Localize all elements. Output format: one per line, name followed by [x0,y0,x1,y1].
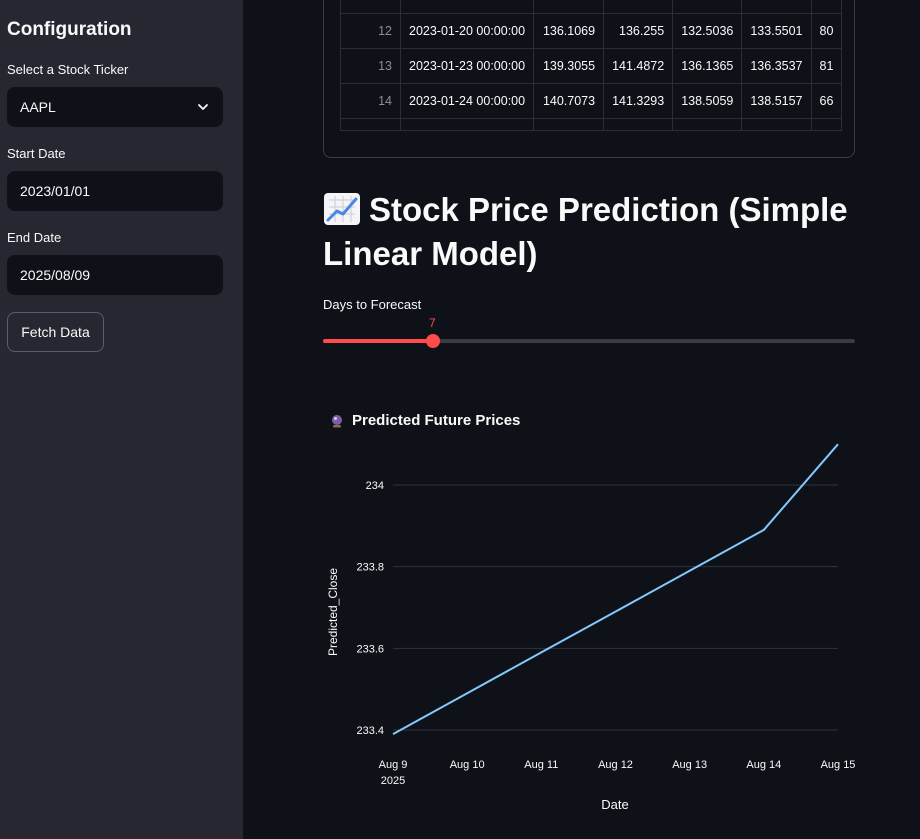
data-table: 12 2023-01-20 00:00:00 136.1069 136.255 … [340,0,843,131]
cell-date: 2023-01-20 00:00:00 [399,13,535,49]
sidebar-title: Configuration [7,19,132,40]
end-date-value: 2025/08/09 [20,267,91,283]
cell: 66 [810,83,843,119]
forecast-days-label: Days to Forecast [323,297,422,312]
cell: 136.1365 [672,48,743,84]
cell: 132.5036 [672,13,743,49]
main-content: 12 2023-01-20 00:00:00 136.1069 136.255 … [243,0,920,839]
section-subtitle: Predicted Future Prices [330,412,520,429]
end-date-label: End Date [7,230,62,245]
x-ticks: Aug 9 Aug 10 Aug 11 Aug 12 Aug 13 Aug 14 Aug 1… [379,759,856,771]
cell-date: 2023-01-23 00:00:00 [399,48,535,84]
forecast-days-slider[interactable] [323,334,855,348]
start-date-value: 2023/01/01 [20,183,91,199]
slider-value: 7 [429,316,436,330]
x-tick-label: Aug 13 [672,759,707,771]
cell: 136.3537 [741,48,812,84]
x-tick-label: Aug 11 [524,759,558,771]
slider-thumb[interactable] [426,334,441,348]
chart-grid [393,484,838,731]
cell: 138.5059 [672,83,743,119]
fetch-data-button[interactable]: Fetch Data [7,312,104,352]
y-tick-label: 234 [366,480,384,492]
series-line [392,443,839,735]
ticker-label: Select a Stock Ticker [7,62,129,77]
cell-date: 2023-01-24 00:00:00 [399,83,535,119]
y-tick-label: 233.6 [356,643,384,655]
y-tick-label: 233.8 [356,562,384,574]
slider-fill [323,339,434,343]
cell: 81 [810,48,843,84]
x-axis-label: Date [601,797,628,812]
table-row [340,0,843,14]
chevron-down-icon [198,104,208,110]
sidebar: Configuration Select a Stock Ticker AAPL… [0,0,243,839]
row-index: 12 [340,13,401,49]
x-tick-label: Aug 10 [450,759,485,771]
cell: 138.5157 [741,83,812,119]
cell: 139.3055 [533,48,605,84]
page-title-text: Stock Price Prediction (Simple Linear Mo… [323,191,848,272]
ticker-value: AAPL [20,99,56,115]
cell: 136.255 [603,13,674,49]
page-title: Stock Price Prediction (Simple Linear Mo… [323,188,863,276]
chart-increasing-icon [324,193,360,225]
table-row [340,118,843,131]
crystal-ball-icon [332,414,342,427]
y-tick-label: 233.4 [356,725,384,737]
y-axis-label: Predicted_Close [326,568,340,656]
start-date-input[interactable]: 2023/01/01 [7,171,223,211]
x-tick-label: Aug 12 [598,759,633,771]
start-date-label: Start Date [7,146,66,161]
cell: 80 [810,13,843,49]
table-row: 12 2023-01-20 00:00:00 136.1069 136.255 … [340,13,843,49]
x-tick-label: Aug 15 [821,759,856,771]
end-date-input[interactable]: 2025/08/09 [7,255,223,295]
cell: 140.7073 [533,83,605,119]
cell: 141.3293 [603,83,674,119]
x-tick-label: Aug 14 [746,759,781,771]
dataframe[interactable]: 12 2023-01-20 00:00:00 136.1069 136.255 … [323,0,855,158]
table-row: 13 2023-01-23 00:00:00 139.3055 141.4872… [340,48,843,84]
cell: 141.4872 [603,48,674,84]
cell: 133.5501 [741,13,812,49]
x-tick-label: Aug 9 [379,759,408,771]
row-index: 13 [340,48,401,84]
ticker-select[interactable]: AAPL [7,87,223,127]
cell: 136.1069 [533,13,605,49]
x-year-label: 2025 [381,775,405,787]
subtitle-text: Predicted Future Prices [352,412,521,429]
y-ticks: 233.4 233.6 233.8 234 [356,480,384,737]
table-row: 14 2023-01-24 00:00:00 140.7073 141.3293… [340,83,843,119]
row-index: 14 [340,83,401,119]
